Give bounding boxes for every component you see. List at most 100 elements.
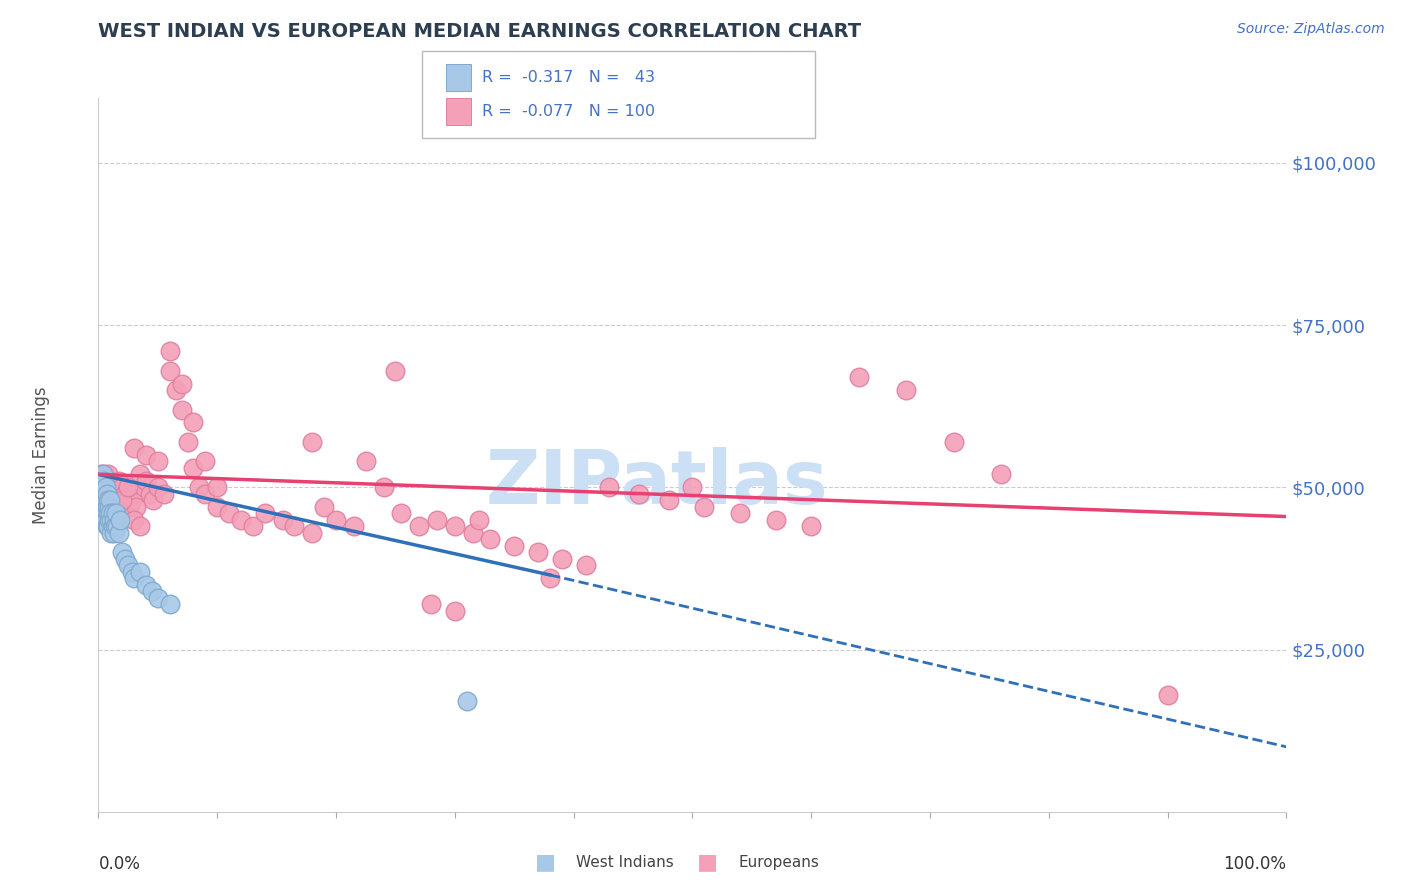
Point [183,416,205,430]
Point [122,513,145,527]
Point [146,591,169,605]
Point [129,565,152,579]
Point [100,500,122,514]
Point [96,500,118,514]
Point [354,454,377,468]
Point [682,480,704,494]
Text: Europeans: Europeans [738,855,820,870]
Text: ■: ■ [536,853,555,872]
Point [111,480,134,494]
Point [159,363,181,377]
Point [165,383,187,397]
Point [135,448,157,462]
Point [93,506,115,520]
Point [98,500,121,514]
Point [91,487,114,501]
Point [527,545,550,559]
Point [97,519,120,533]
Point [108,493,131,508]
Text: 100.0%: 100.0% [1223,855,1286,872]
Point [229,513,252,527]
Point [800,519,823,533]
Point [111,493,134,508]
Point [122,571,145,585]
Point [138,487,160,501]
Point [301,434,323,449]
Point [693,500,716,514]
Point [108,513,131,527]
Point [101,487,124,501]
Point [1156,688,1178,702]
Point [188,480,211,494]
Point [93,500,115,514]
Point [98,513,121,527]
Point [101,519,124,533]
Point [242,519,264,533]
Point [170,402,193,417]
Point [146,480,169,494]
Point [97,480,120,494]
Point [93,474,115,488]
Point [122,442,145,456]
Point [848,370,870,384]
Point [107,474,129,488]
Text: Median Earnings: Median Earnings [32,386,51,524]
Point [384,363,406,377]
Point [574,558,596,573]
Point [135,474,157,488]
Point [96,519,118,533]
Point [444,519,467,533]
Point [91,480,114,494]
Point [103,513,125,527]
Point [194,487,217,501]
Point [118,500,141,514]
Point [479,533,502,547]
Point [152,487,174,501]
Point [896,383,918,397]
Point [90,467,112,482]
Point [98,500,121,514]
Point [93,493,115,508]
Point [142,493,165,508]
Point [325,513,347,527]
Point [207,500,229,514]
Point [91,493,114,508]
Point [990,467,1012,482]
Point [104,500,127,514]
Point [121,493,143,508]
Point [444,604,467,618]
Text: R =  -0.317   N =   43: R = -0.317 N = 43 [482,70,655,85]
Point [91,467,114,482]
Point [97,493,120,508]
Point [503,539,526,553]
Point [94,474,117,488]
Point [91,480,114,494]
Point [111,545,134,559]
Text: 0.0%: 0.0% [98,855,141,872]
Point [100,513,122,527]
Point [942,434,965,449]
Point [98,506,121,520]
Point [551,551,574,566]
Point [129,519,152,533]
Point [408,519,430,533]
Point [96,493,118,508]
Point [146,454,169,468]
Point [122,487,145,501]
Point [176,434,198,449]
Point [420,597,443,611]
Point [627,487,650,501]
Point [96,487,118,501]
Text: R =  -0.077   N = 100: R = -0.077 N = 100 [482,104,655,120]
Point [456,694,478,708]
Text: ■: ■ [697,853,717,872]
Point [91,474,114,488]
Point [598,480,620,494]
Point [389,506,412,520]
Text: West Indians: West Indians [576,855,675,870]
Point [135,577,157,591]
Point [728,506,751,520]
Point [104,519,127,533]
Point [94,493,117,508]
Point [117,480,139,494]
